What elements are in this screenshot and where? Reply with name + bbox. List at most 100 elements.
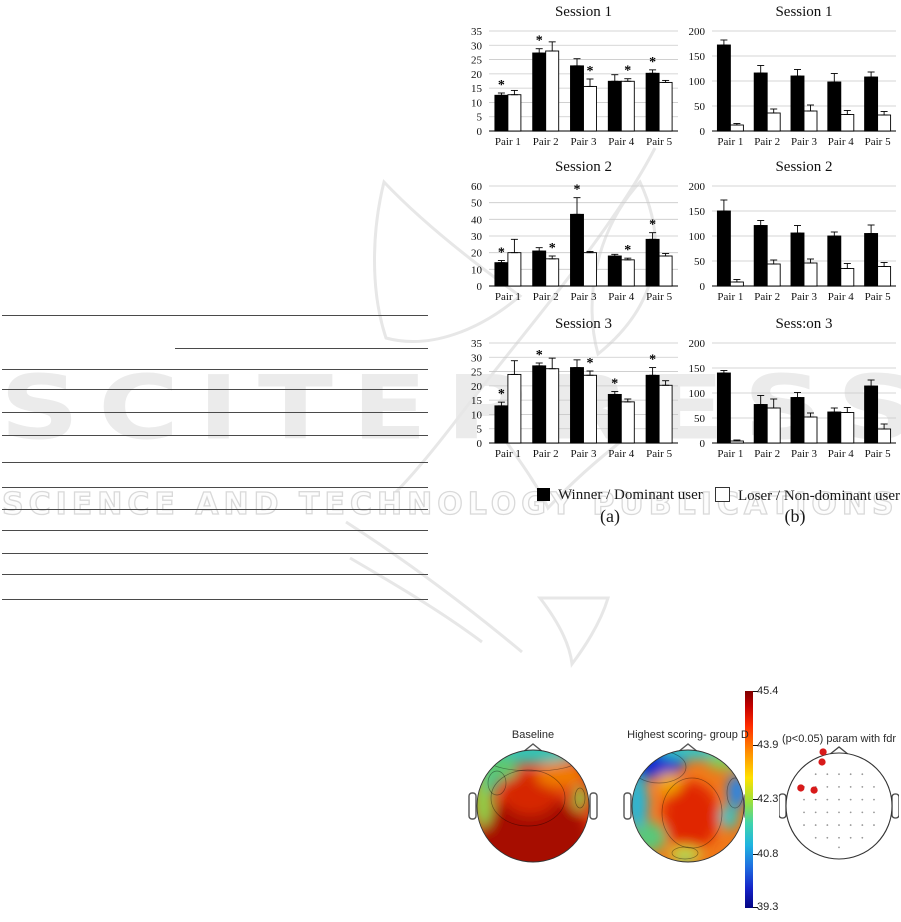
significant-electrode-dots [797,748,827,794]
table-rule [2,599,428,600]
y-tick-label: 100 [689,388,706,400]
table-rule [2,574,428,575]
x-tick-label: Pair 1 [495,291,521,303]
bar-loser [545,50,560,132]
bar-loser [877,428,892,444]
bar-loser [583,374,597,444]
y-tick-label: 20 [471,69,483,81]
significance-star: * [498,78,505,93]
electrode-dots [803,773,875,849]
table-rule [2,369,428,370]
x-tick-label: Pair 3 [791,448,817,460]
y-tick-label: 15 [471,395,483,407]
y-tick-label: 40 [471,214,483,226]
bar-winner [494,262,509,287]
right-ear-icon [589,792,598,820]
legend-label-winner: Winner / Dominant user [558,487,703,503]
topomap-title-group-d: Highest scoring- group D [627,729,749,741]
right-ear-icon [891,793,899,819]
x-tick-label: Pair 4 [828,448,854,460]
x-tick-label: Pair 1 [717,291,743,303]
x-tick-label: Pair 5 [865,291,891,303]
significant-dot [810,786,818,794]
bar-loser [729,281,744,287]
legend-item-loser: Loser / Non-dominant user [715,487,900,505]
nose-icon [677,743,699,753]
topomap-title-significance: (p<0.05) param with fdr [781,733,897,745]
y-tick-label: 0 [477,281,483,293]
bar-loser [840,412,855,444]
bar-winner [790,232,805,287]
chart-a-row-2: 0 10 20 30 40 50 60 Session 2 Pair 1 Pair 2 Pair 3… [471,159,678,303]
bar-winner [532,52,547,132]
bar-winner [753,72,768,132]
y-tick-label: 30 [471,352,483,364]
bar-loser [877,114,892,132]
y-tick-label: 30 [471,231,483,243]
x-tick-label: Pair 2 [533,136,559,148]
bar-winner [827,411,842,444]
x-tick-label: Pair 4 [828,291,854,303]
bar-loser [658,384,673,444]
significance-star: * [536,348,543,363]
x-tick-label: Pair 3 [571,448,597,460]
y-tick-label: 200 [689,338,706,350]
subfigure-label-b: (b) [784,506,806,526]
head-outline [476,749,590,863]
colorbar-label: 42.3 [757,793,779,805]
bar-winner [645,374,660,444]
chart-title: Session 3 [555,316,612,332]
table-rule [2,487,428,488]
y-tick-label: 30 [471,40,483,52]
bar-winner [753,404,768,444]
significance-star: * [649,353,656,368]
bar-winner [753,225,768,287]
topomap-title-baseline: Baseline [511,729,555,741]
legend-label-loser: Loser / Non-dominant user [738,488,901,504]
bar-winner [570,367,584,444]
y-tick-label: 150 [689,206,706,218]
x-tick-label: Pair 5 [646,448,672,460]
bar-winner [864,76,879,132]
y-tick-label: 0 [477,438,483,450]
bar-loser [729,124,744,132]
y-tick-label: 50 [694,413,706,425]
y-tick-label: 10 [471,97,483,109]
x-tick-label: Pair 4 [828,136,854,148]
bar-winner [570,65,584,132]
y-tick-label: 50 [471,198,483,210]
chart-b-row-2: 0 50 100 150 200 Session 2 Pair 1 Pair 2 Pair 3 P… [689,159,896,303]
y-tick-label: 5 [477,112,483,124]
y-tick-label: 25 [471,55,483,67]
y-tick-label: 0 [700,126,706,138]
x-tick-label: Pair 3 [791,136,817,148]
y-tick-label: 60 [471,181,483,193]
bar-loser [583,85,597,132]
bar-winner [827,235,842,287]
y-tick-label: 200 [689,181,706,193]
significance-star: * [624,64,631,79]
colorbar-label: 45.4 [757,685,779,697]
y-tick-label: 5 [477,424,483,436]
bar-loser [545,368,560,444]
table-rule [175,348,428,349]
nose-icon [522,743,544,753]
chart-title: Session 1 [555,4,612,20]
x-tick-label: Pair 5 [865,448,891,460]
bar-winner [645,72,660,132]
bar-winner [532,365,547,444]
y-tick-label: 10 [471,264,483,276]
significant-dot [797,784,805,792]
bar-winner [864,385,879,444]
topomap-group-d [623,743,753,863]
x-tick-label: Pair 3 [571,291,597,303]
colorbar-tick [753,691,758,692]
bar-loser [507,94,522,132]
bar-winner [827,81,842,132]
y-tick-label: 100 [689,76,706,88]
chart-b-row-1: 0 50 100 150 200 Session 1 Pair 1 Pair 2 Pair 3 P… [689,4,896,148]
table-rule [2,509,428,510]
significance-star: * [536,34,543,49]
bar-loser [840,268,855,287]
x-tick-label: Pair 3 [571,136,597,148]
